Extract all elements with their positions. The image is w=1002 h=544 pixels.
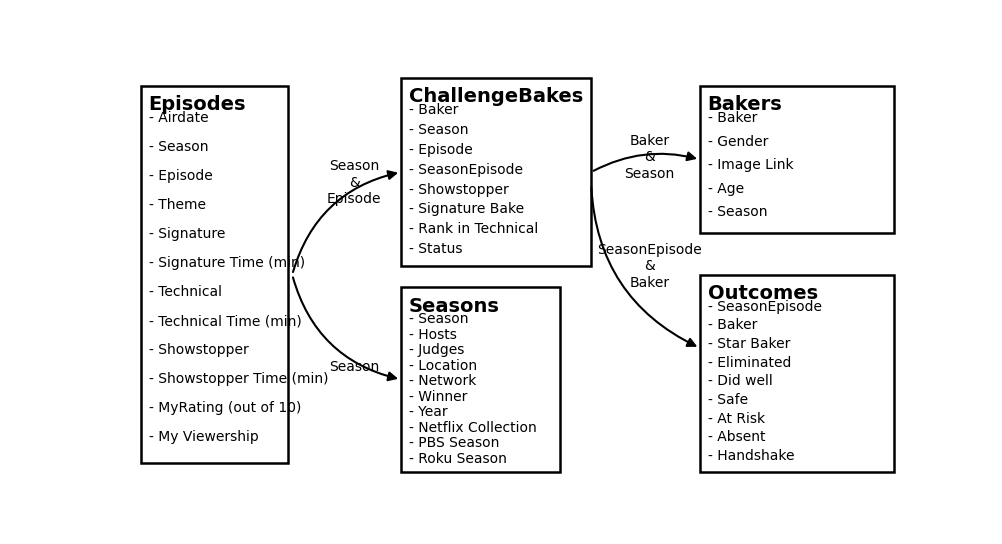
Text: - Status: - Status bbox=[409, 242, 462, 256]
Text: - Roku Season: - Roku Season bbox=[409, 452, 507, 466]
Text: - MyRating (out of 10): - MyRating (out of 10) bbox=[148, 401, 301, 415]
Text: - At Risk: - At Risk bbox=[707, 412, 765, 425]
Text: - Episode: - Episode bbox=[409, 143, 472, 157]
Text: - Image Link: - Image Link bbox=[707, 158, 794, 172]
Text: Seasons: Seasons bbox=[409, 296, 500, 316]
Text: - Hosts: - Hosts bbox=[409, 328, 457, 342]
FancyBboxPatch shape bbox=[140, 86, 289, 463]
Text: - Signature Time (min): - Signature Time (min) bbox=[148, 256, 305, 270]
Text: - Netflix Collection: - Netflix Collection bbox=[409, 421, 536, 435]
Text: - Star Baker: - Star Baker bbox=[707, 337, 790, 351]
Text: - Season: - Season bbox=[148, 140, 208, 154]
Text: - Showstopper: - Showstopper bbox=[409, 183, 508, 196]
Text: - Season: - Season bbox=[707, 205, 768, 219]
Text: - Location: - Location bbox=[409, 359, 477, 373]
Text: - Baker: - Baker bbox=[707, 112, 758, 125]
Text: - Age: - Age bbox=[707, 182, 743, 196]
FancyBboxPatch shape bbox=[401, 287, 560, 472]
Text: - Winner: - Winner bbox=[409, 390, 467, 404]
Text: - Judges: - Judges bbox=[409, 343, 464, 357]
FancyBboxPatch shape bbox=[401, 78, 591, 267]
Text: - Year: - Year bbox=[409, 405, 447, 419]
Text: Outcomes: Outcomes bbox=[707, 284, 818, 303]
Text: - Season: - Season bbox=[409, 312, 468, 326]
Text: ChallengeBakes: ChallengeBakes bbox=[409, 87, 583, 106]
Text: Episodes: Episodes bbox=[148, 95, 246, 114]
FancyBboxPatch shape bbox=[699, 275, 894, 472]
Text: - Signature Bake: - Signature Bake bbox=[409, 202, 524, 217]
Text: - My Viewership: - My Viewership bbox=[148, 430, 259, 444]
Text: SeasonEpisode
&
Baker: SeasonEpisode & Baker bbox=[597, 243, 701, 289]
Text: - Technical Time (min): - Technical Time (min) bbox=[148, 314, 302, 328]
Text: Bakers: Bakers bbox=[707, 95, 783, 114]
Text: - Technical: - Technical bbox=[148, 285, 221, 299]
Text: - SeasonEpisode: - SeasonEpisode bbox=[707, 300, 822, 314]
Text: - Rank in Technical: - Rank in Technical bbox=[409, 222, 538, 236]
Text: - PBS Season: - PBS Season bbox=[409, 436, 499, 450]
Text: - Episode: - Episode bbox=[148, 169, 212, 183]
Text: - Gender: - Gender bbox=[707, 135, 769, 149]
Text: - Signature: - Signature bbox=[148, 227, 224, 241]
Text: - Showstopper: - Showstopper bbox=[148, 343, 248, 357]
Text: - Theme: - Theme bbox=[148, 198, 205, 212]
Text: - Eliminated: - Eliminated bbox=[707, 356, 791, 370]
Text: - Safe: - Safe bbox=[707, 393, 747, 407]
Text: Baker
&
Season: Baker & Season bbox=[624, 134, 674, 181]
Text: - Handshake: - Handshake bbox=[707, 449, 795, 463]
Text: - Baker: - Baker bbox=[707, 318, 758, 332]
Text: - Network: - Network bbox=[409, 374, 476, 388]
Text: - SeasonEpisode: - SeasonEpisode bbox=[409, 163, 523, 177]
Text: - Baker: - Baker bbox=[409, 103, 458, 117]
Text: - Did well: - Did well bbox=[707, 374, 773, 388]
Text: Season
&
Episode: Season & Episode bbox=[327, 159, 382, 206]
Text: - Airdate: - Airdate bbox=[148, 112, 208, 125]
Text: Season: Season bbox=[330, 360, 380, 374]
Text: - Showstopper Time (min): - Showstopper Time (min) bbox=[148, 372, 328, 386]
Text: - Absent: - Absent bbox=[707, 430, 766, 444]
Text: - Season: - Season bbox=[409, 123, 468, 137]
FancyBboxPatch shape bbox=[699, 86, 894, 233]
